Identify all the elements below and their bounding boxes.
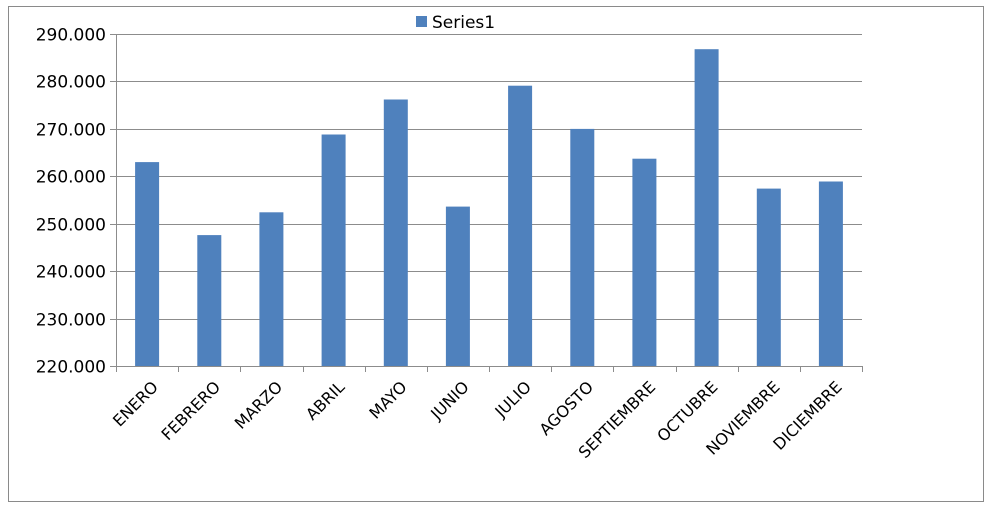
bar — [383, 99, 408, 366]
bar — [259, 212, 284, 366]
bar — [197, 235, 222, 366]
legend: Series1 — [416, 13, 495, 33]
bar — [321, 134, 346, 366]
gridlines — [116, 34, 862, 320]
bar — [508, 85, 533, 366]
bar — [570, 128, 595, 366]
axes — [110, 34, 863, 372]
y-tick-labels: 220.000 230.000 240.000 250.000 260.000 270.0… — [36, 26, 106, 378]
legend-label: Series1 — [432, 13, 495, 33]
legend-swatch — [416, 16, 427, 27]
y-tick-label: 240.000 — [36, 263, 106, 283]
y-tick-label: 250.000 — [36, 216, 106, 236]
bar — [756, 188, 781, 366]
y-tick-label: 280.000 — [36, 73, 106, 93]
bar — [445, 206, 470, 366]
y-tick-label: 220.000 — [36, 358, 106, 378]
bar — [632, 158, 657, 366]
bars — [135, 49, 843, 366]
y-tick-label: 260.000 — [36, 168, 106, 188]
y-tick-label: 290.000 — [36, 26, 106, 46]
y-tick-label: 270.000 — [36, 121, 106, 141]
y-tick-label: 230.000 — [36, 311, 106, 331]
bar — [694, 49, 719, 366]
bar — [818, 181, 843, 366]
bar — [135, 162, 160, 366]
